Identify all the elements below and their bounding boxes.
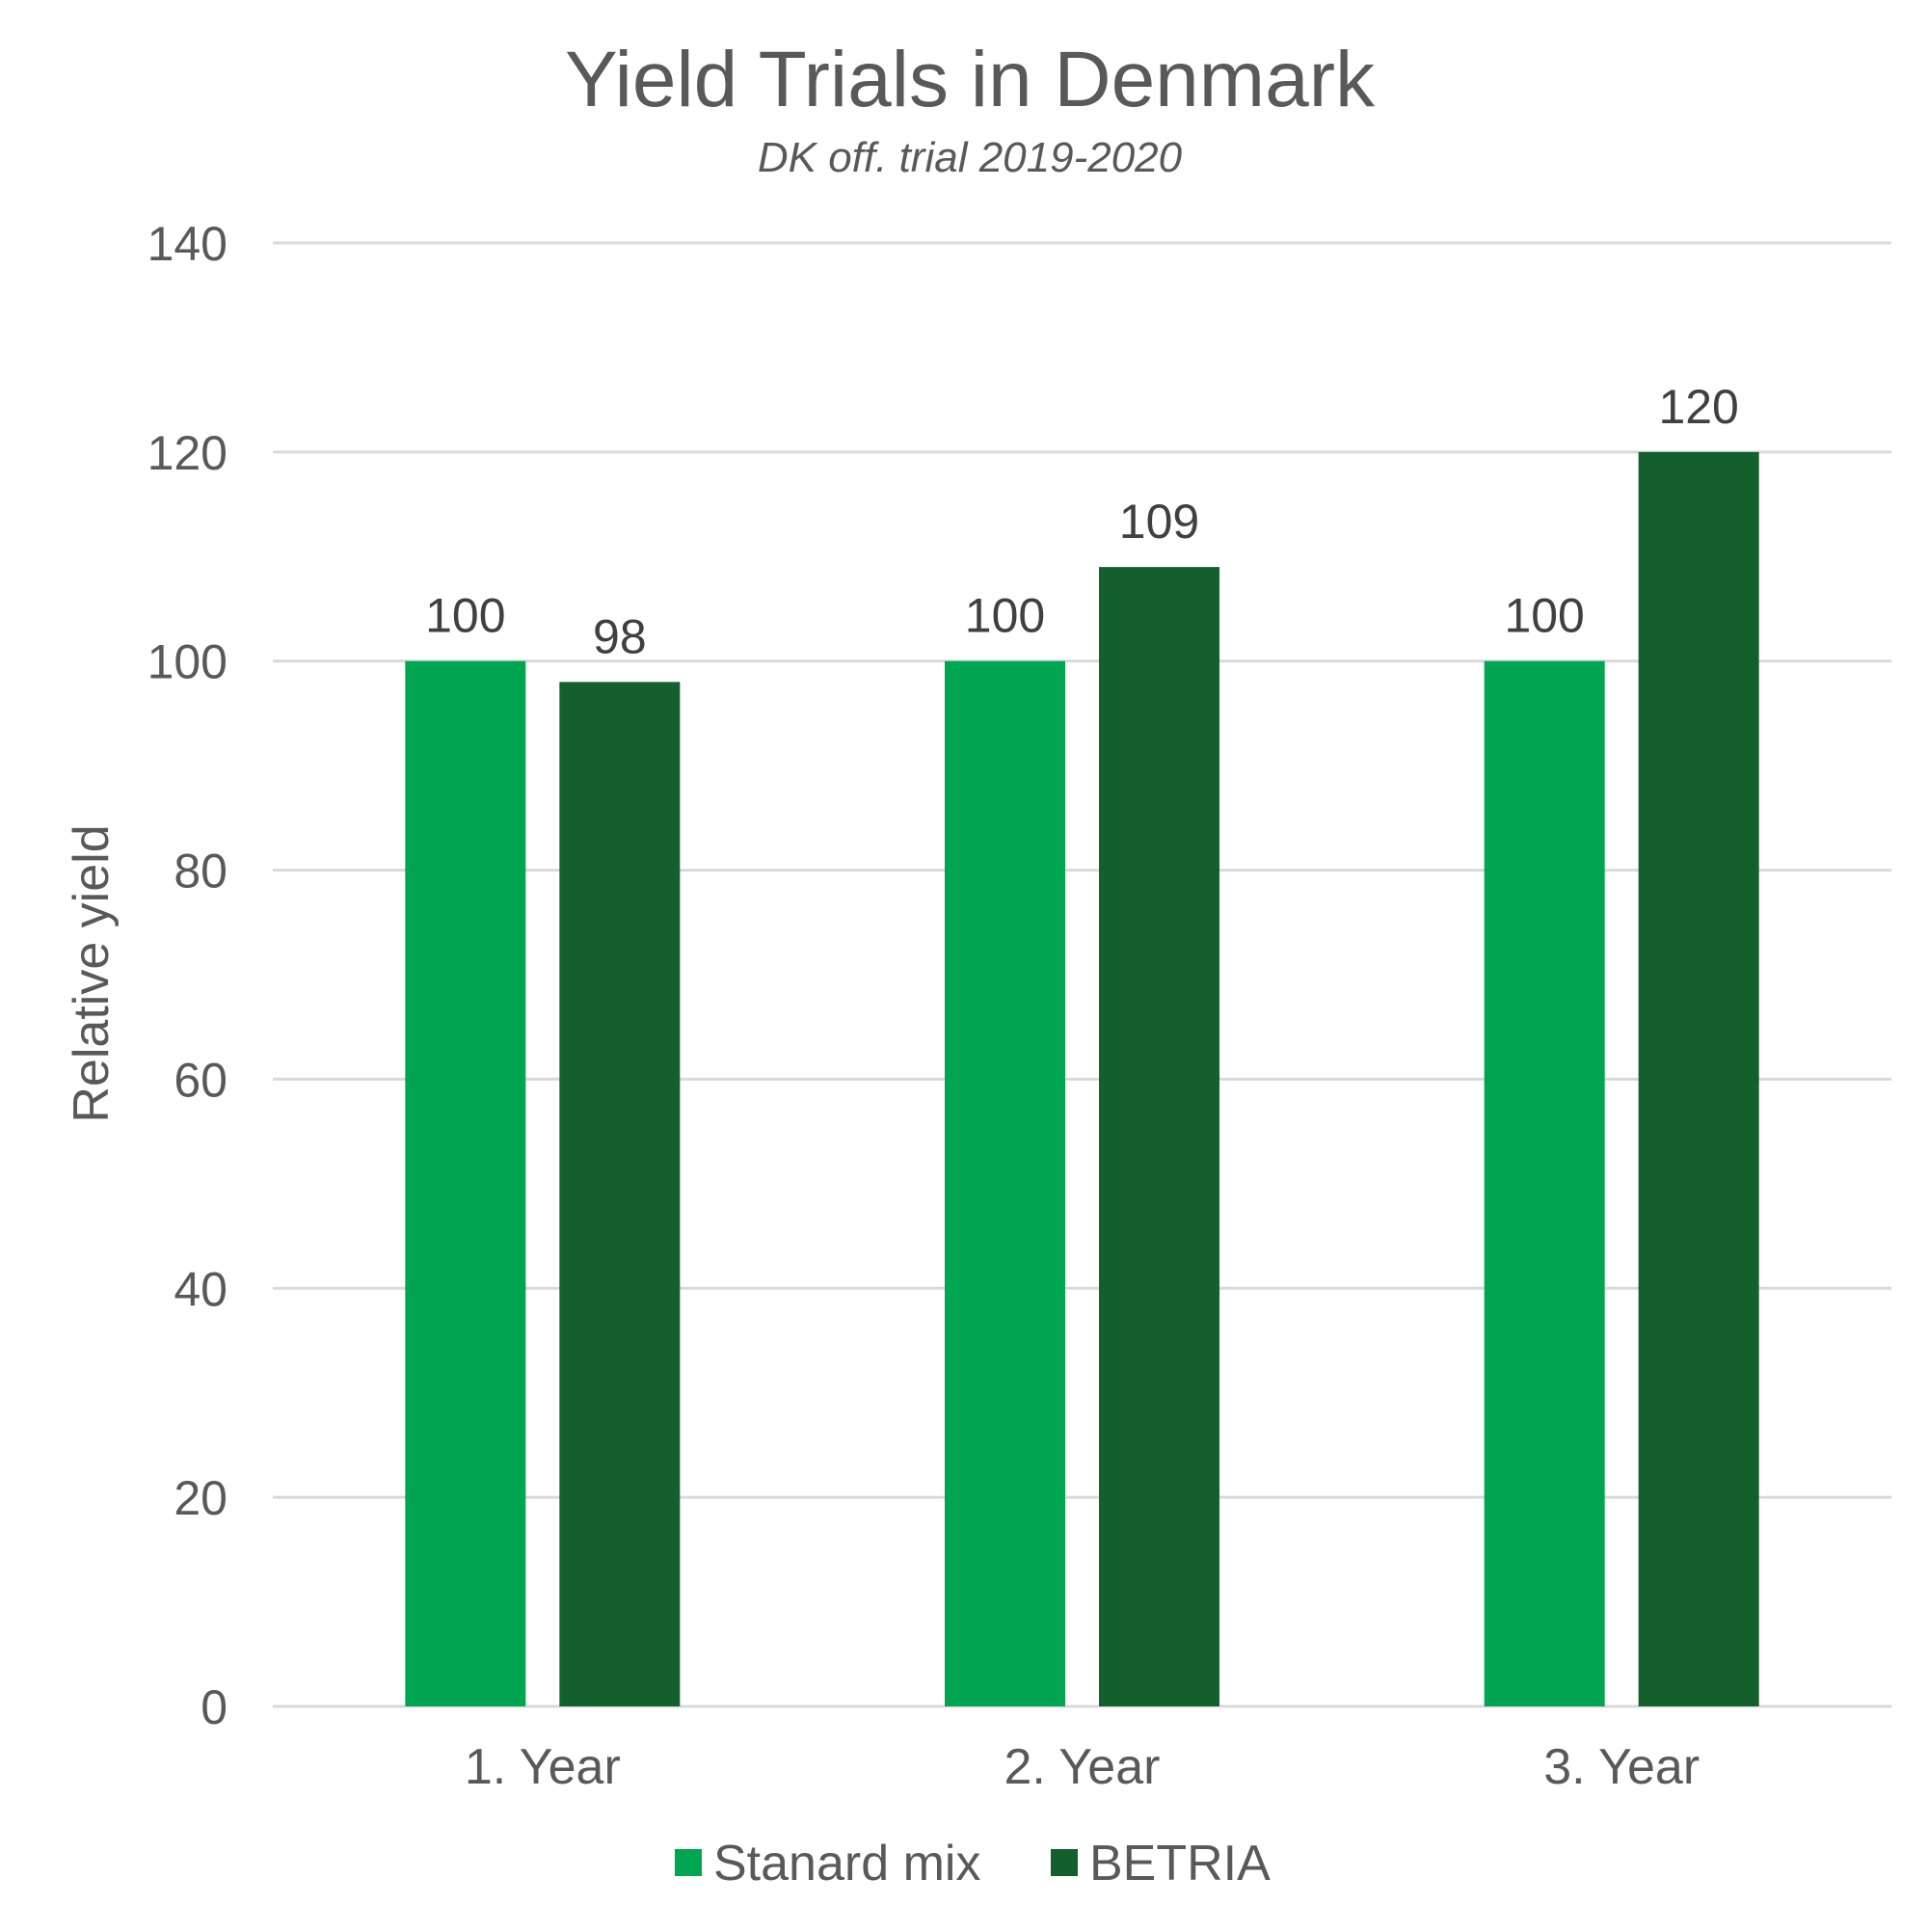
x-axis-ticks: 1. Year 2. Year 3. Year — [465, 1739, 1700, 1795]
x-tick-label-1: 1. Year — [465, 1739, 621, 1795]
y-axis-label: Relative yield — [64, 824, 120, 1122]
y-tick-label-80: 80 — [174, 845, 228, 899]
y-tick-label-120: 120 — [147, 426, 228, 480]
bar-3-1 — [1484, 660, 1605, 1706]
y-axis-ticks: 0 20 40 60 80 100 120 140 — [147, 217, 228, 1734]
y-tick-label-140: 140 — [147, 217, 228, 271]
bar-1-1 — [405, 660, 526, 1706]
data-label-1-1: 100 — [425, 589, 505, 643]
chart-subtitle: DK off. trial 2019-2020 — [758, 134, 1183, 181]
legend-label-2: BETRIA — [1089, 1836, 1271, 1892]
y-tick-label-0: 0 — [201, 1680, 228, 1734]
y-tick-label-100: 100 — [147, 635, 228, 689]
bar-1-2 — [559, 682, 681, 1706]
y-tick-label-40: 40 — [174, 1262, 228, 1316]
legend-label-1: Stanard mix — [713, 1836, 980, 1892]
data-label-1-2: 98 — [593, 609, 647, 663]
data-label-3-2: 120 — [1658, 380, 1738, 434]
bar-3-2 — [1638, 451, 1759, 1706]
x-tick-label-2: 2. Year — [1004, 1739, 1161, 1795]
data-label-2-1: 100 — [965, 589, 1045, 643]
bars — [405, 451, 1759, 1706]
bar-2-1 — [945, 660, 1065, 1706]
data-label-2-2: 109 — [1119, 495, 1199, 549]
legend-swatch-2 — [1051, 1849, 1078, 1876]
chart-title: Yield Trials in Denmark — [565, 36, 1376, 123]
bar-2-2 — [1099, 567, 1219, 1706]
legend-swatch-1 — [675, 1849, 702, 1876]
x-tick-label-3: 3. Year — [1543, 1739, 1700, 1795]
legend: Stanard mix BETRIA — [675, 1836, 1271, 1892]
data-label-3-1: 100 — [1504, 589, 1584, 643]
y-tick-label-20: 20 — [174, 1471, 228, 1525]
data-labels: 100 98 100 109 100 120 — [425, 380, 1739, 664]
y-tick-label-60: 60 — [174, 1053, 228, 1107]
gridlines — [273, 241, 1891, 1708]
